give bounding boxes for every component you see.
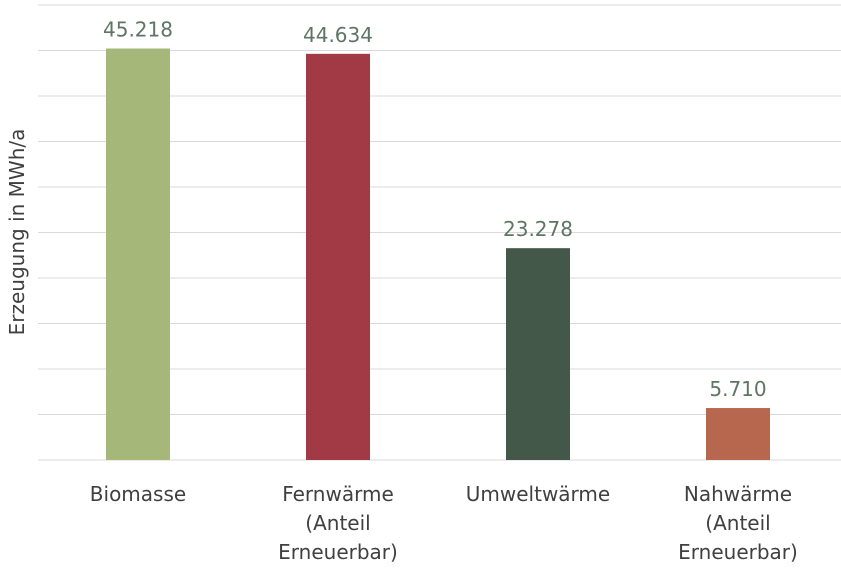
value-label: 23.278 <box>503 217 573 241</box>
x-tick-label: Nahwärme (Anteil Erneuerbar) <box>678 482 798 564</box>
bar <box>306 53 370 461</box>
bar <box>506 248 570 460</box>
bar <box>106 48 170 460</box>
value-label: 45.218 <box>103 18 173 42</box>
value-label: 5.710 <box>709 377 766 401</box>
x-tick-label: Biomasse <box>89 482 187 506</box>
x-tick-label: Umweltwärme <box>465 482 611 506</box>
value-label: 44.634 <box>303 23 373 47</box>
y-axis-label: Erzeugung in MWh/a <box>5 129 29 336</box>
x-tick-label: Fernwärme (Anteil Erneuerbar) <box>278 482 398 564</box>
bar <box>706 408 770 460</box>
